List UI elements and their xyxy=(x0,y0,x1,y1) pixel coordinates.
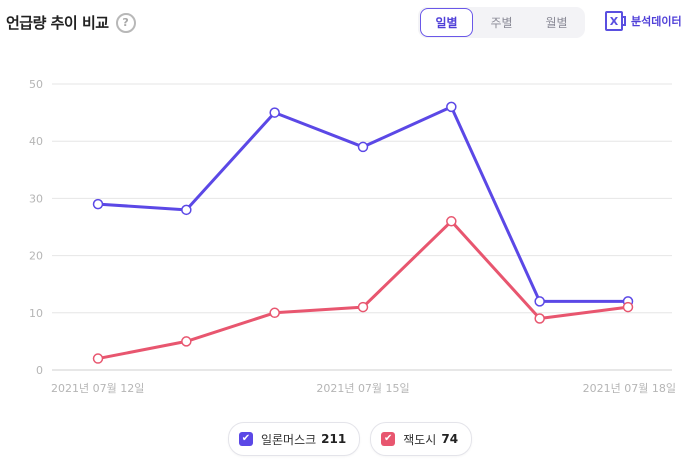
legend-series-name: 일론머스크 xyxy=(260,432,317,447)
data-point xyxy=(534,296,545,307)
tab-weekly[interactable]: 주별 xyxy=(490,16,513,30)
checkbox-icon: ✔ xyxy=(381,432,396,446)
chart-header: 언급량 추이 비교 ? xyxy=(6,12,136,33)
x-tick-label: 2021년 07월 18일 xyxy=(583,381,676,395)
help-icon[interactable]: ? xyxy=(115,12,136,33)
data-point xyxy=(446,216,457,227)
data-point xyxy=(357,141,369,153)
series-line xyxy=(96,105,630,303)
line-chart: 0 10 20 30 40 50 2021년 07월 12일 2021년 07월 15일 202… xyxy=(29,78,676,395)
data-point xyxy=(181,336,192,347)
data-point xyxy=(269,107,280,118)
legend-item-series-2[interactable]: ✔ 잭도시 74 xyxy=(370,422,473,456)
data-point xyxy=(534,313,545,324)
checkbox-icon: ✔ xyxy=(238,432,253,446)
x-tick-label: 2021년 07월 15일 xyxy=(316,381,409,395)
y-tick-label: 0 xyxy=(36,364,43,377)
legend-series-name: 잭도시 xyxy=(403,432,437,447)
legend: ✔ 일론머스크 211 ✔ 잭도시 74 xyxy=(0,422,700,456)
data-point xyxy=(92,198,104,210)
y-tick-label: 10 xyxy=(29,307,43,320)
legend-series-count: 74 xyxy=(441,432,459,446)
x-tick-label: 2021년 07월 12일 xyxy=(51,381,144,395)
data-point xyxy=(357,301,369,313)
page-title: 언급량 추이 비교 xyxy=(6,14,109,32)
export-data-button[interactable]: X 분석데이터 xyxy=(605,11,682,31)
y-tick-label: 20 xyxy=(29,250,43,263)
data-point xyxy=(269,307,280,319)
y-tick-label: 50 xyxy=(29,78,43,91)
y-tick-label: 30 xyxy=(29,192,43,205)
period-toggle: 일별 주별 월별 xyxy=(418,7,585,38)
series-line xyxy=(96,219,630,361)
excel-icon: X xyxy=(605,11,626,31)
data-point xyxy=(622,301,634,313)
legend-item-series-1[interactable]: ✔ 일론머스크 211 xyxy=(227,422,361,456)
legend-series-count: 211 xyxy=(321,432,347,446)
data-point xyxy=(181,204,192,216)
tab-monthly[interactable]: 월별 xyxy=(545,16,568,30)
data-point xyxy=(92,353,104,364)
tab-daily[interactable]: 일별 xyxy=(420,8,473,37)
export-data-label: 분석데이터 xyxy=(631,15,682,28)
y-tick-label: 40 xyxy=(29,135,43,148)
data-point xyxy=(446,101,457,113)
